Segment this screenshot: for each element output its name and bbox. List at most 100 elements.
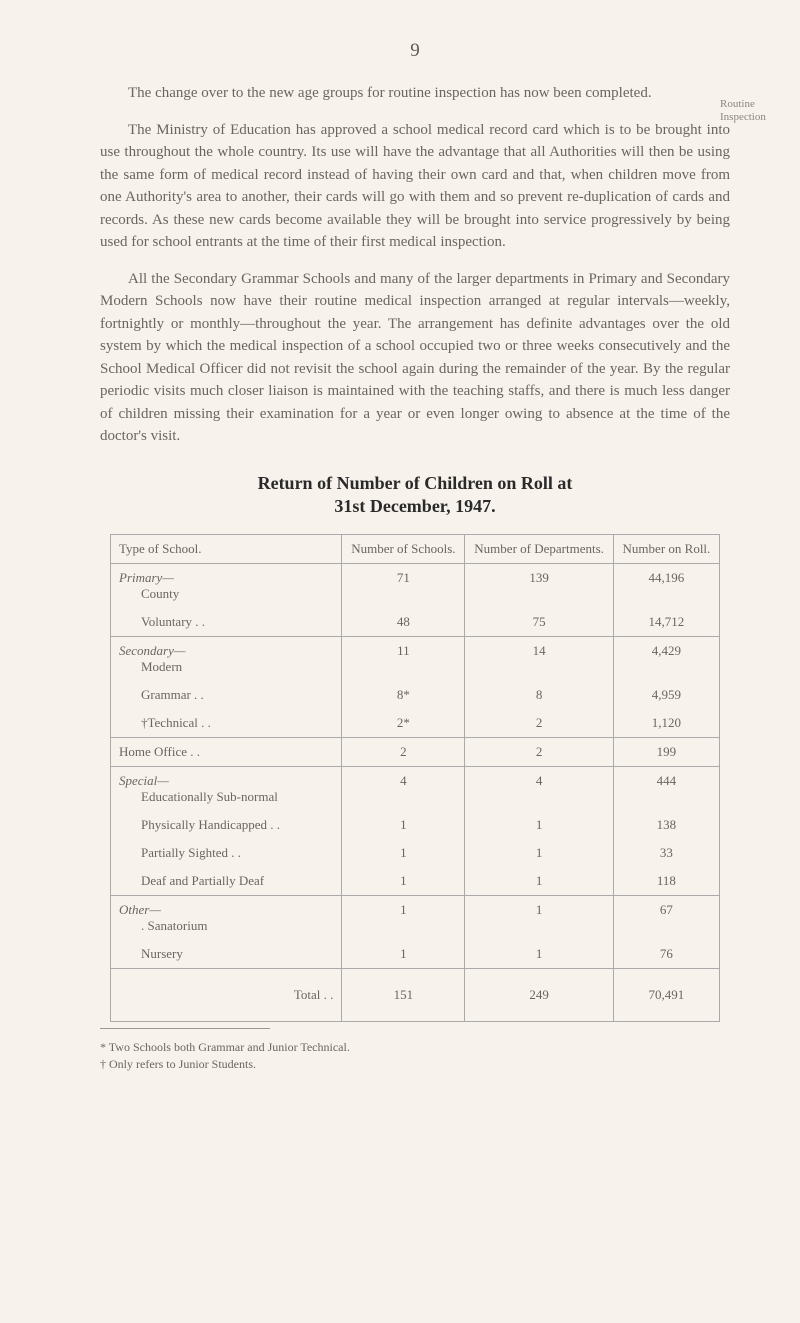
cell-type: Grammar . . — [111, 681, 342, 709]
cell-type: Primary—County — [111, 564, 342, 609]
table-row: Other—. Sanatorium1167 — [111, 896, 720, 941]
page-number: 9 — [100, 40, 730, 62]
margin-note: Routine Inspection — [720, 98, 780, 124]
header-roll: Number on Roll. — [613, 535, 719, 564]
cell-roll: 118 — [613, 867, 719, 896]
cell-roll: 1,120 — [613, 709, 719, 738]
table-row: Physically Handicapped . .11138 — [111, 811, 720, 839]
cell-roll: 67 — [613, 896, 719, 941]
cell-schools: 8* — [342, 681, 465, 709]
cell-type: Secondary—Modern — [111, 637, 342, 682]
cell-depts: 1 — [465, 839, 614, 867]
cell-schools: 2* — [342, 709, 465, 738]
cell-schools: 1 — [342, 839, 465, 867]
data-table: Type of School. Number of Schools. Numbe… — [110, 534, 720, 1022]
row-type-label: †Technical . . — [119, 715, 333, 731]
total-roll: 70,491 — [613, 969, 719, 1022]
heading-line-2: 31st December, 1947. — [334, 496, 495, 516]
row-type-label: Physically Handicapped . . — [119, 817, 333, 833]
cell-depts: 4 — [465, 767, 614, 812]
group-label: Primary— — [119, 570, 333, 586]
cell-roll: 33 — [613, 839, 719, 867]
cell-roll: 4,429 — [613, 637, 719, 682]
total-schools: 151 — [342, 969, 465, 1022]
cell-schools: 71 — [342, 564, 465, 609]
cell-type: Nursery — [111, 940, 342, 969]
cell-type: Deaf and Partially Deaf — [111, 867, 342, 896]
total-row: Total . .15124970,491 — [111, 969, 720, 1022]
table-row: †Technical . . 2*21,120 — [111, 709, 720, 738]
group-label: Secondary— — [119, 643, 333, 659]
page-container: 9 Routine Inspection The change over to … — [0, 0, 800, 1323]
table-row: Secondary—Modern11144,429 — [111, 637, 720, 682]
cell-depts: 75 — [465, 608, 614, 637]
cell-schools: 4 — [342, 767, 465, 812]
table-heading: Return of Number of Children on Roll at … — [100, 472, 730, 519]
row-type-label: Educationally Sub-normal — [119, 789, 333, 805]
cell-depts: 1 — [465, 811, 614, 839]
cell-roll: 199 — [613, 738, 719, 767]
cell-depts: 2 — [465, 709, 614, 738]
cell-type: Other—. Sanatorium — [111, 896, 342, 941]
cell-depts: 14 — [465, 637, 614, 682]
total-label: Total . . — [111, 969, 342, 1022]
row-type-label: Deaf and Partially Deaf — [119, 873, 333, 889]
paragraph-1: The change over to the new age groups fo… — [100, 82, 730, 105]
row-type-label: Partially Sighted . . — [119, 845, 333, 861]
table-row: Grammar . .8*84,959 — [111, 681, 720, 709]
cell-depts: 1 — [465, 896, 614, 941]
row-type-label: Nursery — [119, 946, 333, 962]
footnote-1: * Two Schools both Grammar and Junior Te… — [100, 1039, 730, 1056]
footnote-2: † Only refers to Junior Students. — [100, 1056, 730, 1073]
cell-type: Voluntary . . — [111, 608, 342, 637]
table-row: Home Office . .22199 — [111, 738, 720, 767]
cell-roll: 14,712 — [613, 608, 719, 637]
table-row: Primary—County7113944,196 — [111, 564, 720, 609]
cell-schools: 1 — [342, 811, 465, 839]
table-row: Voluntary . . 487514,712 — [111, 608, 720, 637]
cell-schools: 11 — [342, 637, 465, 682]
cell-type: Home Office . . — [111, 738, 342, 767]
cell-schools: 48 — [342, 608, 465, 637]
cell-type: Partially Sighted . . — [111, 839, 342, 867]
cell-depts: 8 — [465, 681, 614, 709]
cell-type: †Technical . . — [111, 709, 342, 738]
table-row: Special—Educationally Sub-normal44444 — [111, 767, 720, 812]
table-row: Nursery1176 — [111, 940, 720, 969]
table-container: Type of School. Number of Schools. Numbe… — [110, 534, 720, 1022]
table-row: Partially Sighted . .1133 — [111, 839, 720, 867]
cell-schools: 1 — [342, 940, 465, 969]
row-type-label: Home Office . . — [119, 744, 333, 760]
footnotes: * Two Schools both Grammar and Junior Te… — [100, 1039, 730, 1073]
cell-depts: 139 — [465, 564, 614, 609]
cell-depts: 1 — [465, 867, 614, 896]
cell-schools: 1 — [342, 867, 465, 896]
cell-roll: 4,959 — [613, 681, 719, 709]
cell-roll: 76 — [613, 940, 719, 969]
cell-type: Physically Handicapped . . — [111, 811, 342, 839]
paragraph-2: The Ministry of Education has approved a… — [100, 119, 730, 254]
cell-roll: 138 — [613, 811, 719, 839]
cell-depts: 2 — [465, 738, 614, 767]
cell-roll: 444 — [613, 767, 719, 812]
table-row: Deaf and Partially Deaf11118 — [111, 867, 720, 896]
row-type-label: Modern — [119, 659, 333, 675]
header-type: Type of School. — [111, 535, 342, 564]
row-type-label: County — [119, 586, 333, 602]
group-label: Special— — [119, 773, 333, 789]
footnote-divider — [100, 1028, 270, 1029]
row-type-label: Voluntary . . — [119, 614, 333, 630]
group-label: Other— — [119, 902, 333, 918]
cell-type: Special—Educationally Sub-normal — [111, 767, 342, 812]
header-departments: Number of Departments. — [465, 535, 614, 564]
table-header-row: Type of School. Number of Schools. Numbe… — [111, 535, 720, 564]
cell-schools: 1 — [342, 896, 465, 941]
cell-schools: 2 — [342, 738, 465, 767]
cell-depts: 1 — [465, 940, 614, 969]
paragraph-3: All the Secondary Grammar Schools and ma… — [100, 268, 730, 448]
heading-line-1: Return of Number of Children on Roll at — [258, 473, 573, 493]
row-type-label: . Sanatorium — [119, 918, 333, 934]
total-depts: 249 — [465, 969, 614, 1022]
cell-roll: 44,196 — [613, 564, 719, 609]
header-schools: Number of Schools. — [342, 535, 465, 564]
